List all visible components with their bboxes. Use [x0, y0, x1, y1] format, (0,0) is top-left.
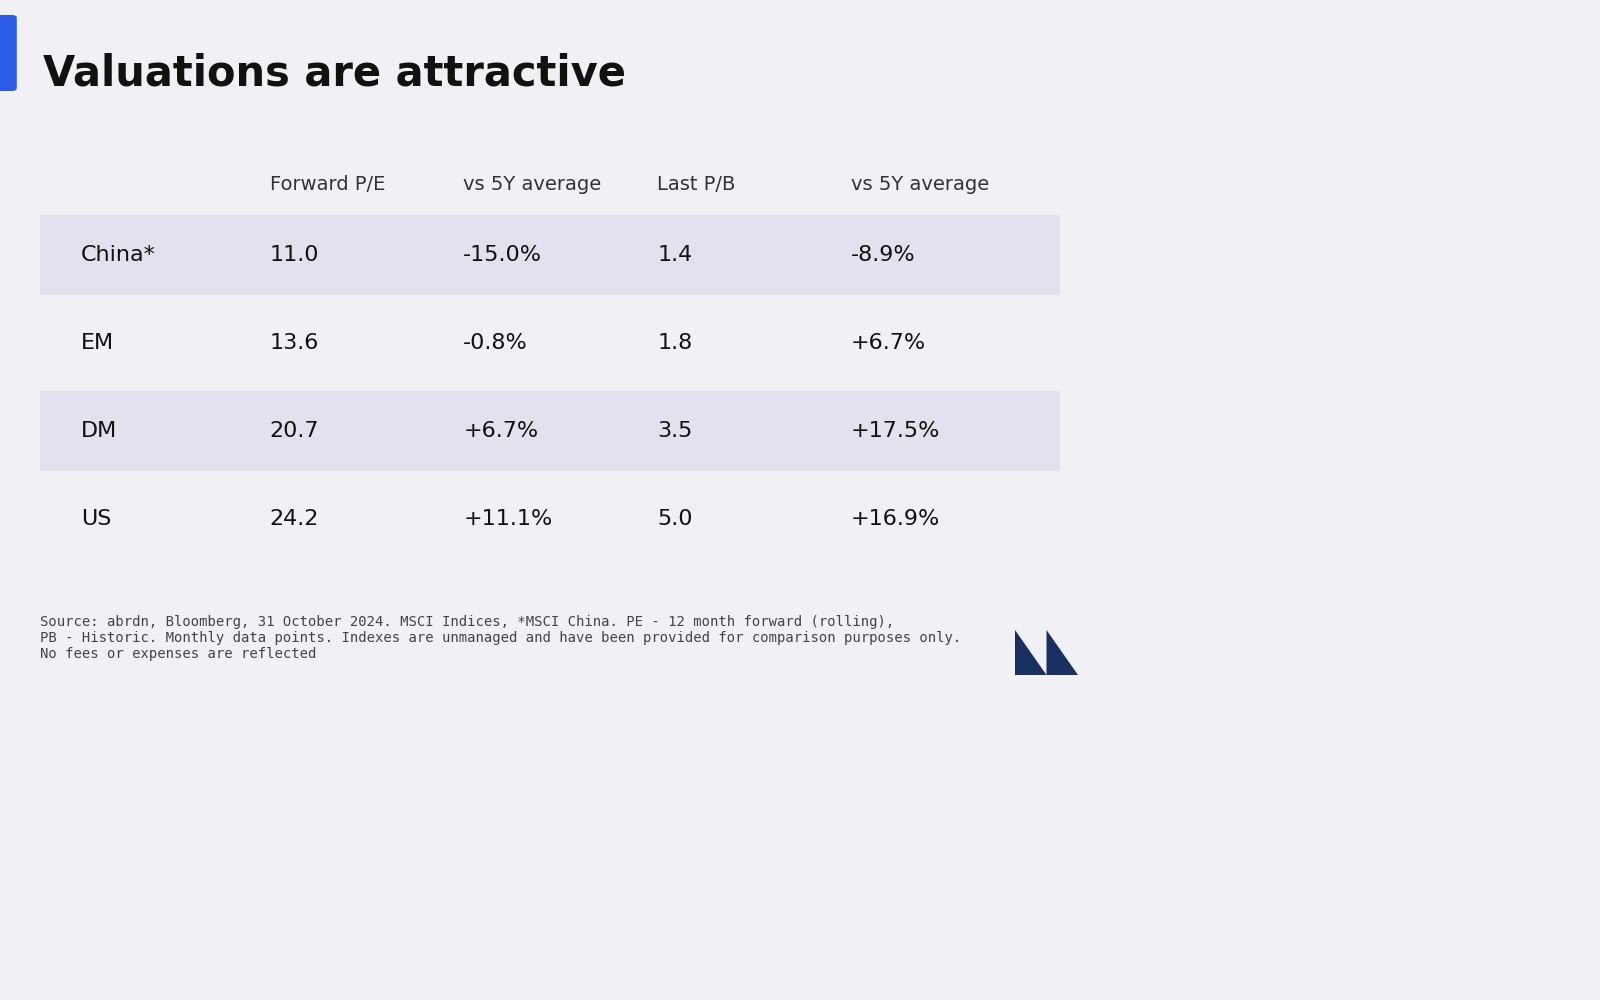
Text: 3.5: 3.5	[658, 421, 693, 441]
Text: +17.5%: +17.5%	[851, 421, 941, 441]
Text: Valuations are attractive: Valuations are attractive	[43, 52, 626, 94]
Text: vs 5Y average: vs 5Y average	[464, 175, 602, 194]
Text: -8.9%: -8.9%	[851, 245, 915, 265]
Text: Last P/B: Last P/B	[658, 175, 736, 194]
Text: 5.0: 5.0	[658, 509, 693, 529]
Text: 24.2: 24.2	[269, 509, 318, 529]
Text: +6.7%: +6.7%	[464, 421, 539, 441]
Text: EM: EM	[82, 333, 114, 353]
Text: 1.4: 1.4	[658, 245, 693, 265]
Text: +11.1%: +11.1%	[464, 509, 552, 529]
Text: Source: abrdn, Bloomberg, 31 October 2024. MSCI Indices, *MSCI China. PE - 12 mo: Source: abrdn, Bloomberg, 31 October 202…	[40, 615, 962, 661]
Text: 20.7: 20.7	[269, 421, 318, 441]
Polygon shape	[1014, 630, 1046, 675]
Text: 11.0: 11.0	[269, 245, 318, 265]
Text: -0.8%: -0.8%	[464, 333, 528, 353]
Text: 13.6: 13.6	[269, 333, 318, 353]
Text: +6.7%: +6.7%	[851, 333, 926, 353]
Polygon shape	[1046, 630, 1078, 675]
Text: China*: China*	[82, 245, 155, 265]
Text: -15.0%: -15.0%	[464, 245, 542, 265]
Text: 1.8: 1.8	[658, 333, 693, 353]
Text: vs 5Y average: vs 5Y average	[851, 175, 989, 194]
Text: US: US	[82, 509, 110, 529]
Text: DM: DM	[82, 421, 117, 441]
Text: Forward P/E: Forward P/E	[269, 175, 386, 194]
Text: +16.9%: +16.9%	[851, 509, 941, 529]
